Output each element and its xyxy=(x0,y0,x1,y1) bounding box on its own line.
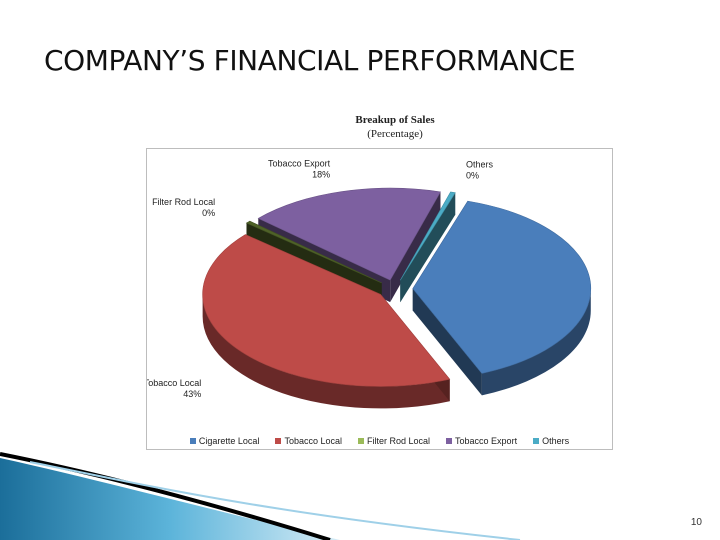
legend-swatch xyxy=(533,438,540,444)
legend-label: Cigarette Local xyxy=(198,436,260,446)
legend-swatch xyxy=(358,438,364,444)
chart-area: Cigarette Local39%Tobacco Local43%Filter… xyxy=(146,148,613,450)
pie-data-label: Tobacco Local 43% xyxy=(147,378,201,399)
page-number: 10 xyxy=(690,517,702,528)
slide-title: COMPANY’S FINANCIAL PERFORMANCE xyxy=(44,44,576,77)
pie-slice-edge xyxy=(412,288,482,396)
pie-label-value: 43% xyxy=(183,389,201,399)
legend-swatch xyxy=(275,438,282,444)
pie-label-name: Tobacco Export xyxy=(268,159,331,169)
pie-slice xyxy=(245,220,382,284)
pie-chart: Cigarette Local39%Tobacco Local43%Filter… xyxy=(147,159,592,409)
pie-slice xyxy=(257,187,441,281)
pie-slice xyxy=(202,234,451,387)
decorative-swoosh xyxy=(0,452,521,540)
legend-item: Tobacco Export xyxy=(446,436,517,446)
pie-data-label: Others 0% xyxy=(466,159,494,180)
legend-label: Filter Rod Local xyxy=(367,436,431,446)
pie-label-name: Filter Rod Local xyxy=(152,197,215,207)
pie-label-name: Tobacco Local xyxy=(147,378,201,388)
legend-item: Filter Rod Local xyxy=(358,436,430,446)
chart-legend: Cigarette Local Tobacco Local Filter Rod… xyxy=(147,436,612,446)
pie-slice xyxy=(412,200,592,374)
pie-label-name: Others xyxy=(466,159,494,169)
pie-slice-edge xyxy=(390,191,441,303)
pie-slice xyxy=(400,191,456,281)
legend-item: Others xyxy=(533,436,569,446)
pie-label-value: 18% xyxy=(312,170,330,180)
chart-title: Breakup of Sales xyxy=(355,114,435,126)
pie-slice-side xyxy=(202,294,450,409)
legend-swatch xyxy=(189,438,196,444)
pie-data-label: Tobacco Export 18% xyxy=(268,159,331,180)
chart-heading: Breakup of Sales (Percentage) xyxy=(340,113,450,141)
pie-slice-edge xyxy=(400,192,456,303)
pie-label-value: 0% xyxy=(466,170,479,180)
legend-label: Others xyxy=(542,436,570,446)
legend-item: Tobacco Local xyxy=(275,436,342,446)
pie-slice-side xyxy=(481,288,591,396)
chart-subtitle: (Percentage) xyxy=(367,128,423,140)
legend-label: Tobacco Local xyxy=(284,436,342,446)
pie-label-value: 0% xyxy=(202,208,215,218)
legend-item: Cigarette Local xyxy=(189,436,260,446)
legend-swatch xyxy=(446,438,453,444)
legend-label: Tobacco Export xyxy=(455,436,518,446)
pie-data-label: Filter Rod Local 0% xyxy=(152,197,215,218)
